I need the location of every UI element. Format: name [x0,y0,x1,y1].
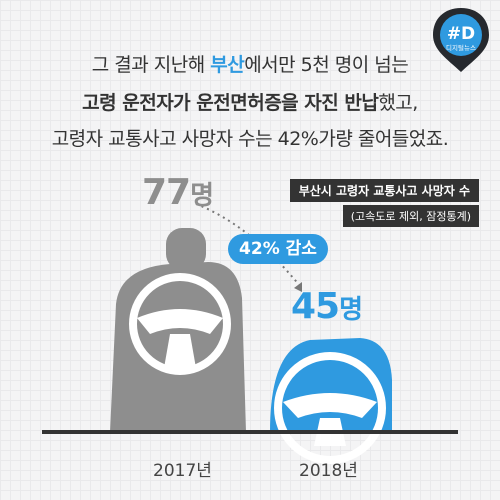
bar-2018-driver [270,338,392,464]
headline-line-1-pre: 그 결과 지난해 [91,54,211,76]
value-number-2018: 45 [291,286,340,327]
value-label-2018: 45명 [291,286,363,327]
category-label-2018: 2018년 [299,461,358,481]
chart-note: (고속도로 제외, 잠정통계) [342,205,479,227]
chart-title: 부산시 고령자 교통사고 사망자 수 [289,179,479,202]
decrease-badge: 42% 감소 [228,234,328,264]
headline-line-3: 고령자 교통사고 사망자 수는 42%가량 줄어들었죠. [51,128,449,150]
digital-news-badge: #D 디지털뉴스 [433,8,489,72]
headline-line-2: 고령 운전자가 운전면허증을 자진 반납했고, [0,88,500,115]
headline-line-2-post: 했고, [378,92,418,114]
value-number-2017: 77 [142,172,191,213]
value-unit-2017: 명 [190,181,214,211]
badge-mark: #D [447,24,475,44]
headline-line-1-post: 에서만 5천 명이 넘는 [244,54,409,76]
headline-highlight-busan: 부산 [210,54,245,76]
bar-2017-driver [110,228,246,432]
value-label-2017: 77명 [142,172,214,213]
badge-label: 디지털뉴스 [446,43,476,52]
category-label-2017: 2017년 [153,461,212,481]
headline-line-2-bold: 고령 운전자가 운전면허증을 자진 반납 [82,92,379,114]
headline-line-1: 그 결과 지난해 부산에서만 5천 명이 넘는 [0,50,500,77]
value-unit-2018: 명 [339,295,363,325]
